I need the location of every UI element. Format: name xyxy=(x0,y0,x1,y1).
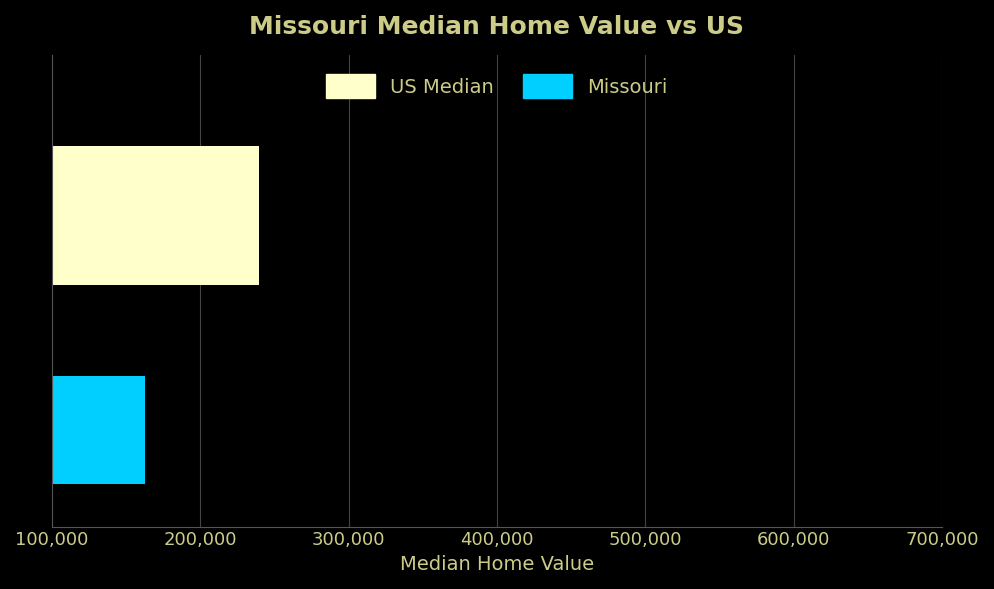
Legend: US Median, Missouri: US Median, Missouri xyxy=(316,65,678,108)
Bar xyxy=(0,376,145,484)
Title: Missouri Median Home Value vs US: Missouri Median Home Value vs US xyxy=(249,15,745,39)
Bar xyxy=(0,146,259,285)
X-axis label: Median Home Value: Median Home Value xyxy=(400,555,594,574)
